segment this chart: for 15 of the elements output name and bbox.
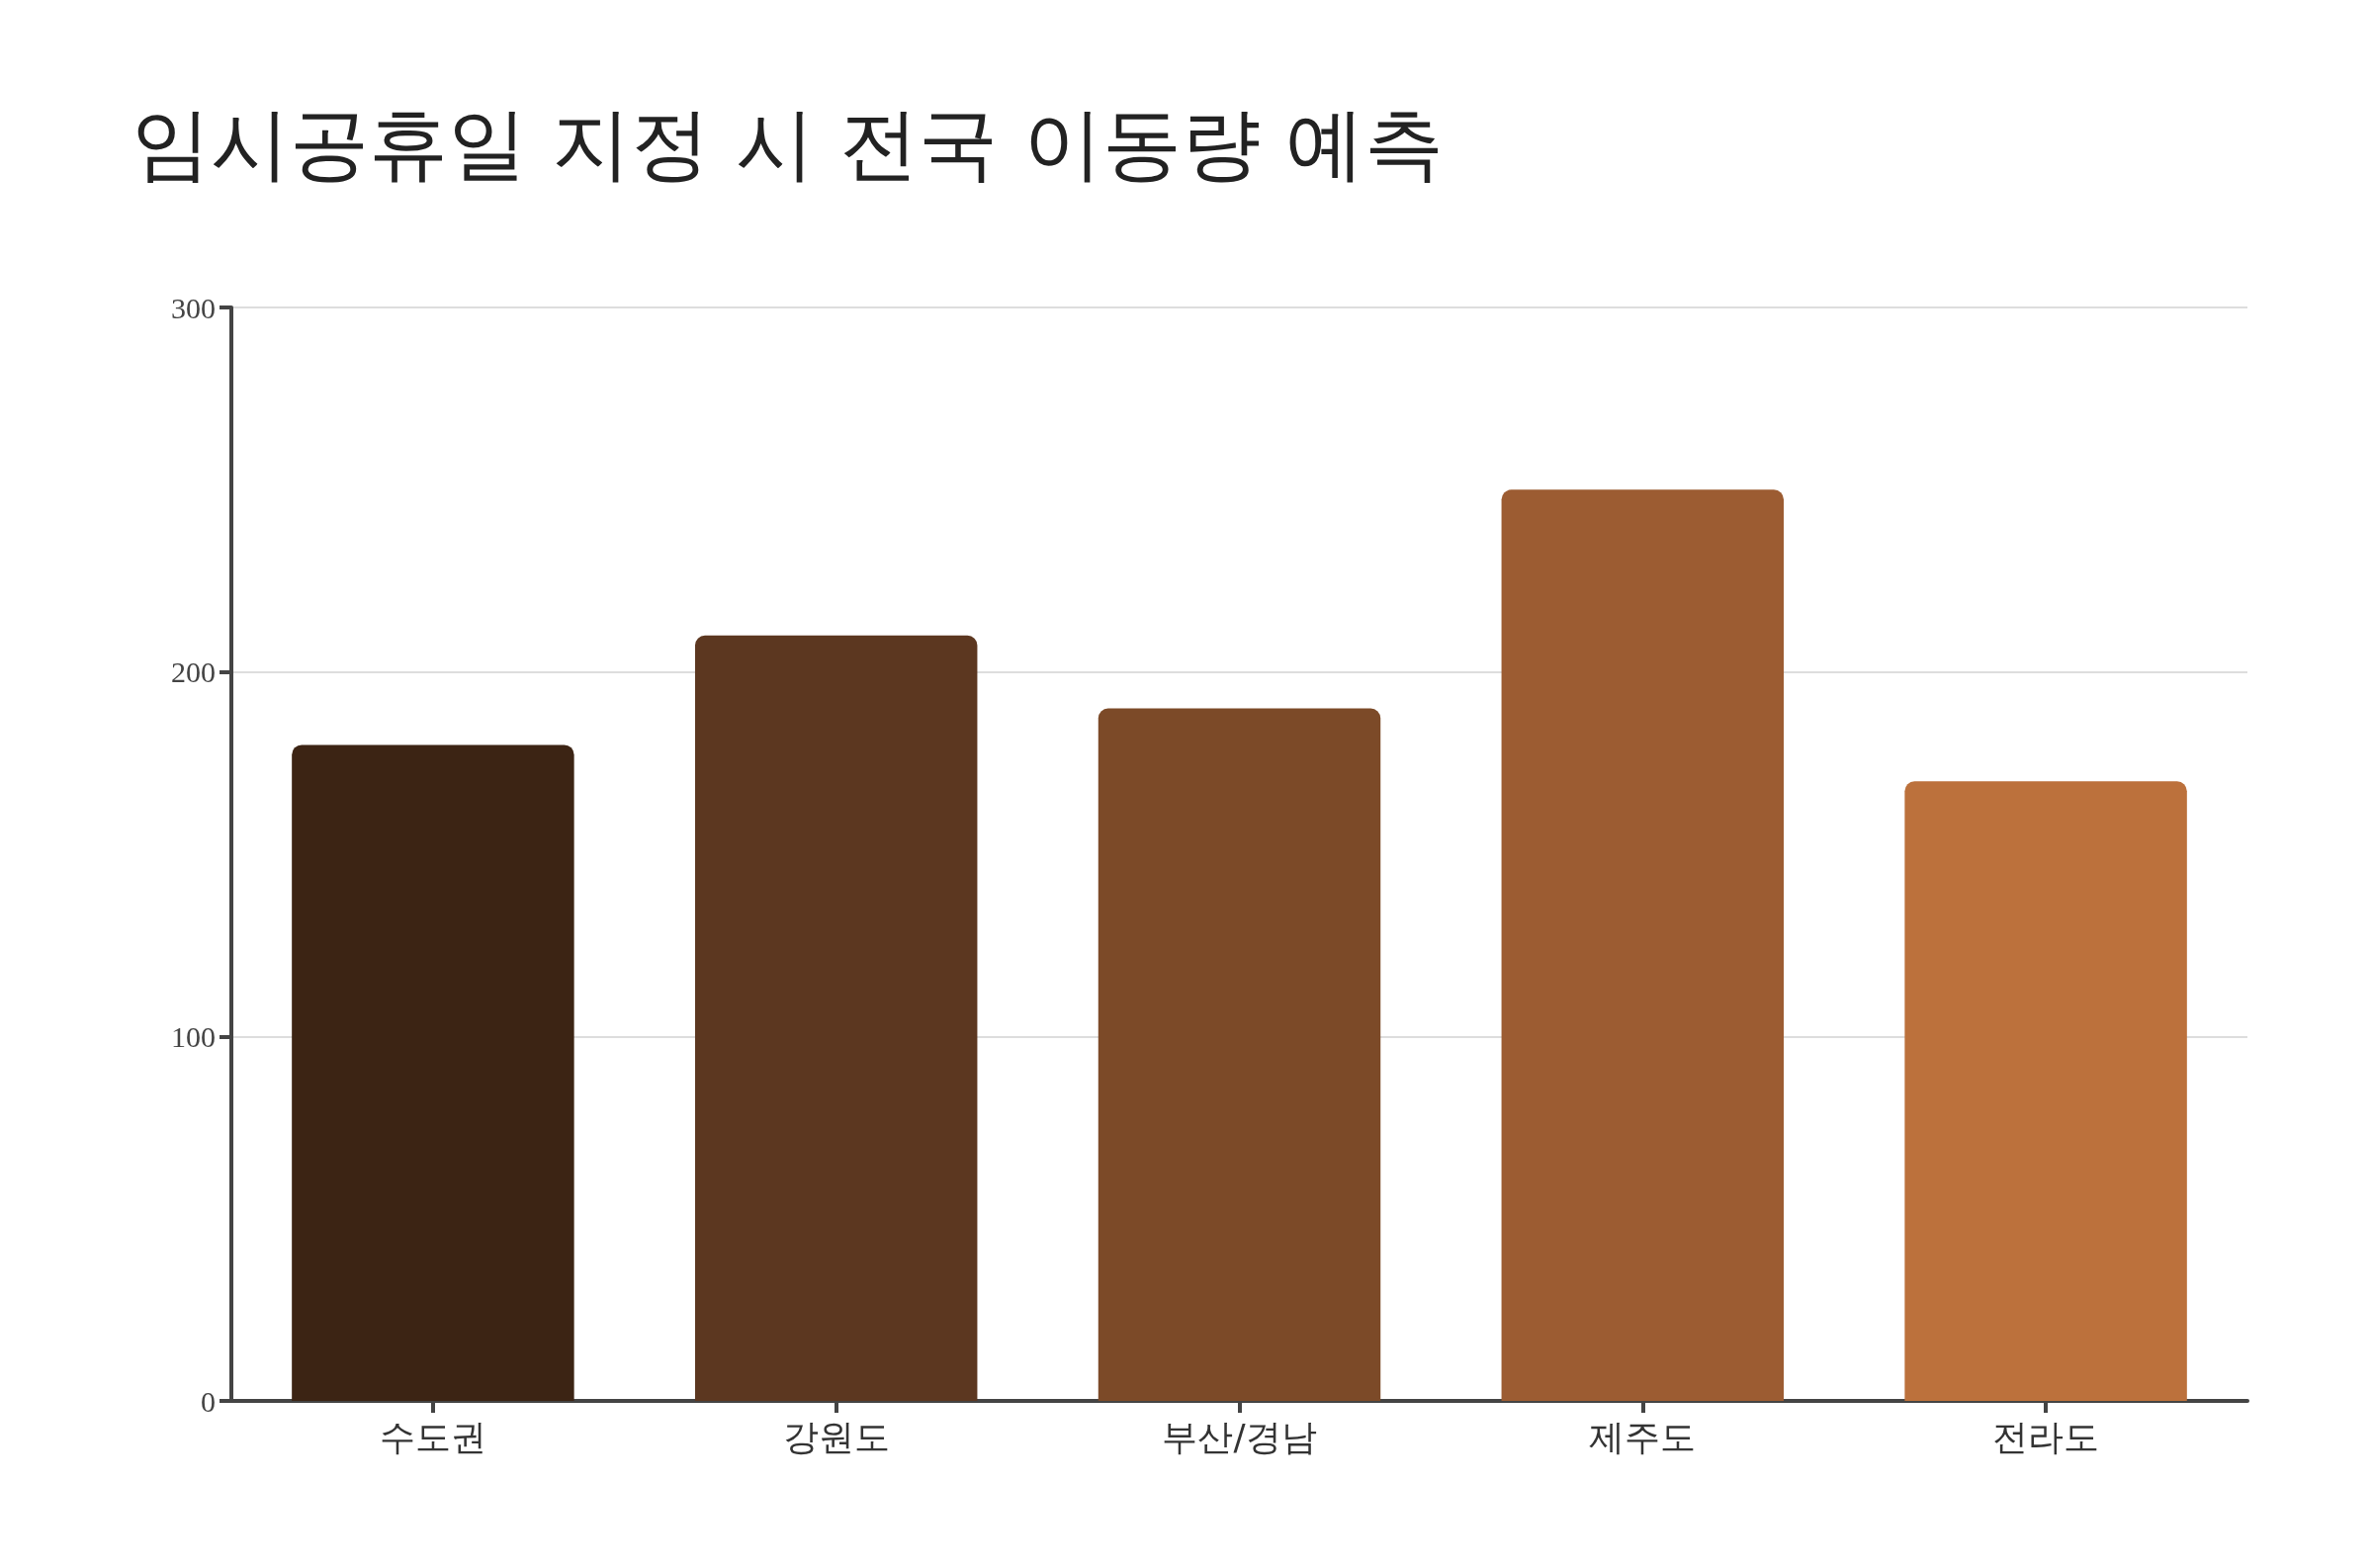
- y-tick-label: 300: [171, 291, 216, 324]
- y-tick-label: 100: [171, 1019, 216, 1053]
- bar: [1904, 781, 2187, 1401]
- x-tick-label: 부산/경남: [1162, 1416, 1317, 1457]
- bar: [292, 744, 574, 1401]
- x-tick-label: 전라도: [1992, 1416, 2100, 1457]
- bar: [1098, 708, 1381, 1401]
- x-tick-label: 강원도: [782, 1416, 890, 1457]
- y-tick-label: 200: [171, 655, 216, 689]
- bar: [694, 635, 978, 1401]
- y-tick-label: 0: [201, 1384, 216, 1418]
- chart-title: 임시공휴일 지정 시 전국 이동량 예측: [132, 97, 1445, 190]
- x-tick-label: 수도권: [379, 1416, 486, 1457]
- x-tick-label: 제주도: [1589, 1416, 1697, 1457]
- bar: [1501, 489, 1785, 1401]
